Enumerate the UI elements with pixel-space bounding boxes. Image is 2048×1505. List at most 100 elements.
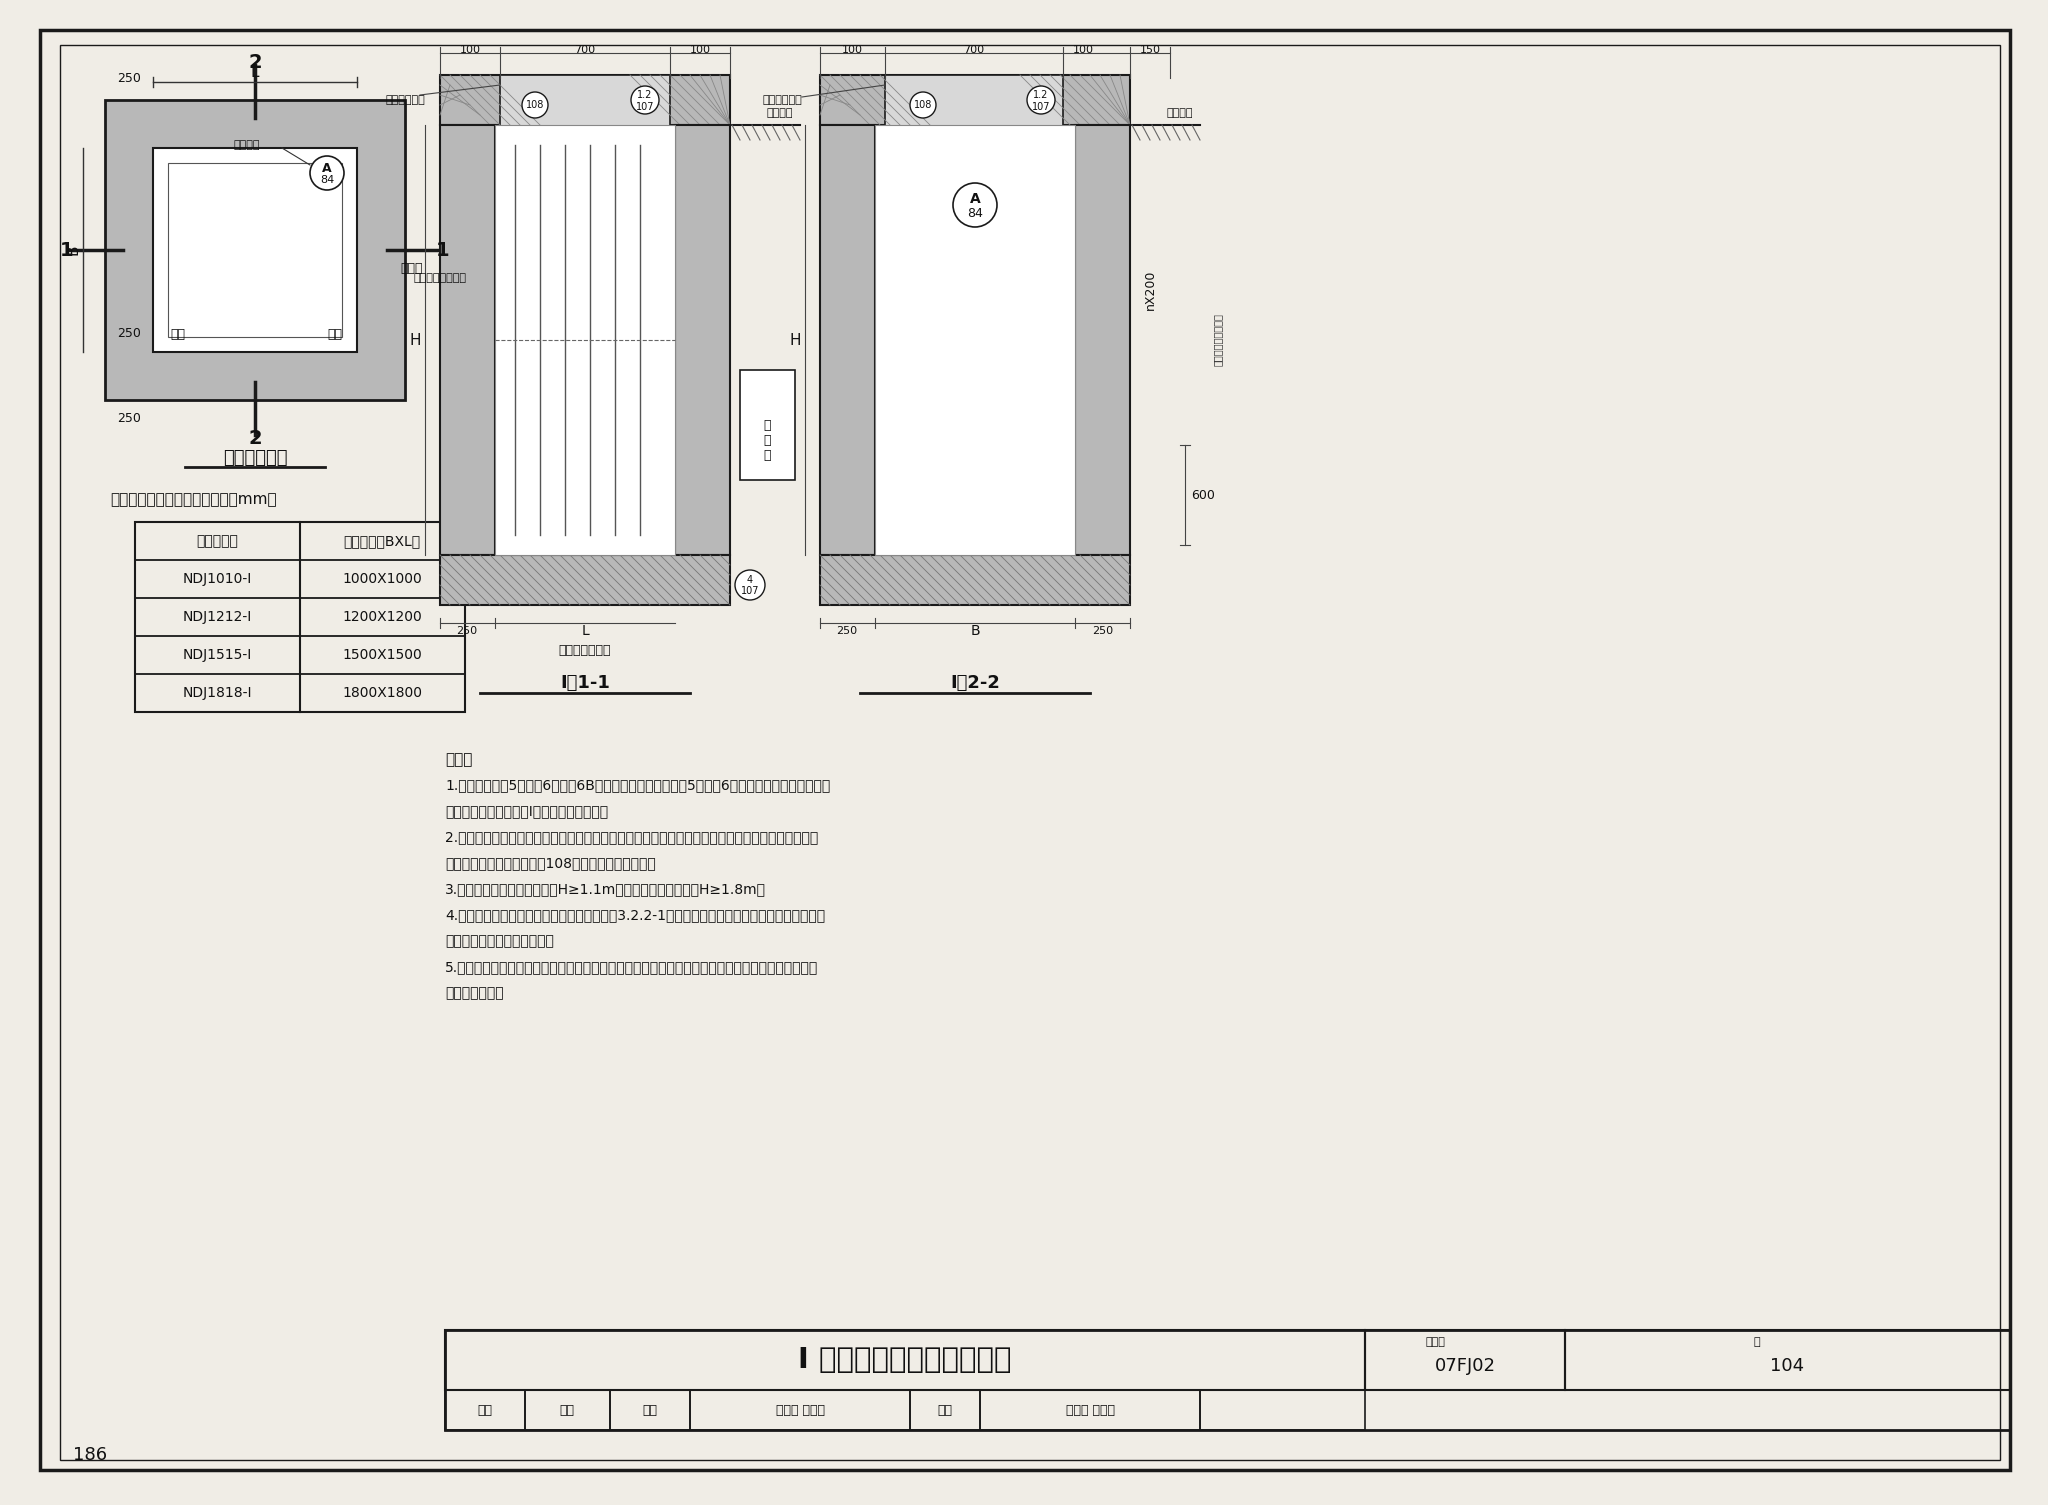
Text: 防空地下室顶板底面: 防空地下室顶板底面 — [1212, 313, 1223, 366]
Text: 平面尺寸（BXL）: 平面尺寸（BXL） — [344, 534, 420, 548]
Text: 页: 页 — [1753, 1336, 1761, 1347]
Text: B: B — [971, 625, 979, 638]
Bar — [885, 75, 1063, 140]
Text: 校对: 校对 — [643, 1404, 657, 1416]
Text: 防空地下室室内: 防空地下室室内 — [559, 644, 610, 656]
Text: 图集号: 图集号 — [1425, 1336, 1446, 1347]
Bar — [874, 125, 1075, 555]
Text: 1.本图适用于核5级、核6级、核6B级的甲类防空地下室和帻5级、帻6级的乙类防空地下室的强电: 1.本图适用于核5级、核6级、核6B级的甲类防空地下室和帻5级、帻6级的乙类防空… — [444, 778, 829, 792]
Text: L: L — [250, 65, 260, 80]
Text: 电缆井平面图: 电缆井平面图 — [223, 448, 287, 467]
Text: 原群: 原群 — [559, 1404, 575, 1416]
Text: 5.电缆埋深应在冰冻线以下，电缆支架和电缆预埋管的数量、直径、防水密闭做法以及具体位置等由: 5.电缆埋深应在冰冻线以下，电缆支架和电缆预埋管的数量、直径、防水密闭做法以及具… — [444, 960, 819, 974]
Text: NDJ1515-I: NDJ1515-I — [182, 649, 252, 662]
Bar — [440, 75, 729, 125]
Text: 100: 100 — [690, 45, 711, 56]
Text: 84: 84 — [967, 206, 983, 220]
Text: NDJ1818-I: NDJ1818-I — [182, 686, 252, 700]
Text: 部增加顶板厚度或战时覆土。: 部增加顶板厚度或战时覆土。 — [444, 935, 553, 948]
Text: 装饰做法参见: 装饰做法参见 — [762, 95, 803, 105]
Text: 1800X1800: 1800X1800 — [342, 686, 422, 700]
Text: 108: 108 — [526, 99, 545, 110]
Bar — [1366, 1330, 1565, 1391]
Text: 3.电缆井按照手孔井设计净高H≥1.1m，按照人孔井设计净高H≥1.8m。: 3.电缆井按照手孔井设计净高H≥1.1m，按照人孔井设计净高H≥1.8m。 — [444, 882, 766, 895]
Bar — [819, 555, 1130, 605]
Text: L: L — [582, 625, 590, 638]
Bar — [440, 555, 729, 605]
Text: 4.盖板厚度与相邻顶板厚度之和应满足规范表3.2.2-1中最小防护厚度要求。不满足要求的，可局: 4.盖板厚度与相邻顶板厚度之和应满足规范表3.2.2-1中最小防护厚度要求。不满… — [444, 908, 825, 923]
Bar — [154, 147, 356, 352]
Text: 装饰石盖板可参见本图集第108页装饰石材盖板详图。: 装饰石盖板可参见本图集第108页装饰石材盖板详图。 — [444, 856, 655, 870]
Bar — [168, 163, 342, 337]
Text: NDJ1212-I: NDJ1212-I — [182, 610, 252, 625]
Bar — [739, 370, 795, 480]
Bar — [104, 99, 406, 400]
Bar — [496, 125, 676, 555]
Text: 250: 250 — [457, 626, 477, 637]
Text: 1500X1500: 1500X1500 — [342, 649, 422, 662]
Circle shape — [909, 92, 936, 117]
Circle shape — [952, 184, 997, 227]
Text: 250: 250 — [836, 626, 858, 637]
Text: 1: 1 — [59, 241, 74, 259]
Text: NDJ1010-I: NDJ1010-I — [182, 572, 252, 585]
Text: 100: 100 — [459, 45, 481, 56]
Text: 250: 250 — [1092, 626, 1114, 637]
Text: 250: 250 — [117, 411, 141, 424]
Text: 1: 1 — [436, 241, 451, 259]
Bar — [440, 125, 496, 555]
Text: 107: 107 — [741, 585, 760, 596]
Text: 186: 186 — [74, 1446, 106, 1464]
Text: 设备层: 设备层 — [401, 262, 424, 274]
Text: 1000X1000: 1000X1000 — [342, 572, 422, 585]
Text: 配: 配 — [764, 418, 770, 432]
Text: 具体工程设计。: 具体工程设计。 — [444, 986, 504, 999]
Text: 107: 107 — [635, 102, 653, 111]
Text: 107: 107 — [1032, 102, 1051, 111]
Text: 250: 250 — [117, 327, 141, 340]
Text: 装饰做法参见: 装饰做法参见 — [385, 95, 424, 105]
Text: Ⅰ型1-1: Ⅰ型1-1 — [559, 674, 610, 692]
Circle shape — [309, 157, 344, 190]
Text: nX200: nX200 — [1143, 269, 1157, 310]
Text: 07FJ02: 07FJ02 — [1434, 1358, 1495, 1376]
Bar — [676, 125, 729, 555]
Text: A: A — [969, 193, 981, 206]
Bar — [610, 1391, 690, 1430]
Text: 爬梯详图: 爬梯详图 — [233, 140, 260, 150]
Text: 室外地面: 室外地面 — [766, 108, 793, 117]
Text: 2: 2 — [248, 429, 262, 447]
Bar — [690, 1391, 909, 1430]
Text: 100: 100 — [842, 45, 862, 56]
Text: 104: 104 — [1769, 1358, 1804, 1376]
Text: 设计: 设计 — [938, 1404, 952, 1416]
Text: 内附壁式防爆波电缆井选用表（mm）: 内附壁式防爆波电缆井选用表（mm） — [111, 492, 276, 507]
Bar — [444, 1391, 524, 1430]
Text: 4: 4 — [748, 575, 754, 585]
Bar — [819, 125, 874, 555]
Text: 84: 84 — [319, 175, 334, 185]
Text: A: A — [322, 161, 332, 175]
Text: 赵费华 盖东世: 赵费华 盖东世 — [1065, 1404, 1114, 1416]
Bar — [444, 1330, 1366, 1391]
Text: 电缆井编号: 电缆井编号 — [197, 534, 238, 548]
Text: 700: 700 — [963, 45, 985, 56]
Bar — [819, 75, 1130, 125]
Text: I 型内附壁式防爆波电缆井: I 型内附壁式防爆波电缆井 — [799, 1345, 1012, 1374]
Text: 同防空地下室外墙: 同防空地下室外墙 — [414, 272, 467, 283]
Bar — [1565, 1330, 2009, 1391]
Text: 李宝明 李江明: 李宝明 李江明 — [776, 1404, 825, 1416]
Text: 1200X1200: 1200X1200 — [342, 610, 422, 625]
Bar — [524, 1391, 610, 1430]
Circle shape — [1026, 86, 1055, 114]
Text: 箱: 箱 — [764, 448, 770, 462]
Text: 室外地面: 室外地面 — [1167, 108, 1194, 117]
Bar — [981, 1391, 1200, 1430]
Text: 2: 2 — [248, 53, 262, 72]
Text: H: H — [788, 333, 801, 348]
Text: 室内: 室内 — [170, 328, 186, 340]
Text: 和弱电防爆波电缆井，Ⅰ型为顶部开孔做法。: 和弱电防爆波电缆井，Ⅰ型为顶部开孔做法。 — [444, 804, 608, 819]
Text: 250: 250 — [117, 72, 141, 84]
Circle shape — [631, 86, 659, 114]
Bar — [1200, 1391, 1366, 1430]
